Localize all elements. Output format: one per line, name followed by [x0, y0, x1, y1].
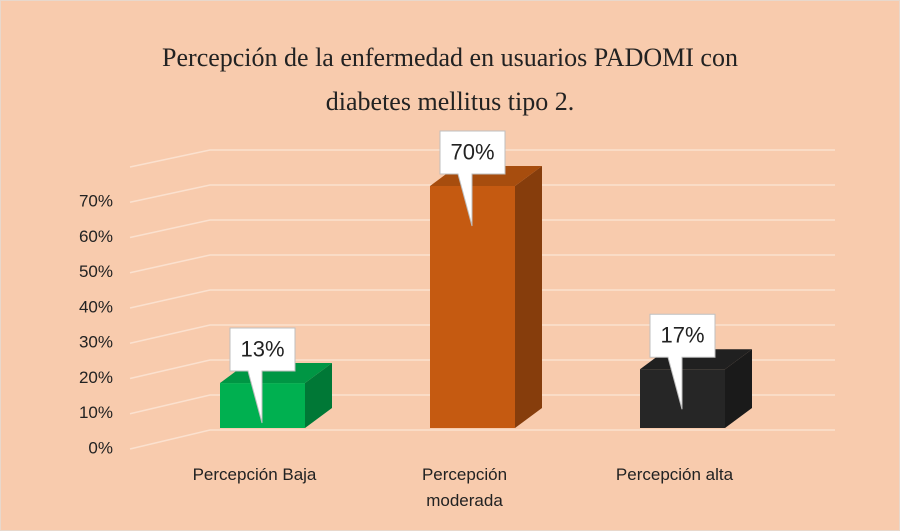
y-tick-label: 0% [88, 438, 113, 457]
grid-line [129, 429, 835, 450]
bar-side [515, 166, 542, 428]
bar [640, 349, 752, 428]
grid-line [129, 219, 835, 239]
bar [430, 166, 542, 428]
grid-line [129, 289, 835, 309]
data-label: 13% [240, 336, 284, 361]
data-label: 17% [660, 323, 704, 348]
y-tick-label: 50% [79, 262, 113, 281]
y-tick-label: 30% [79, 333, 113, 352]
chart-title: Percepción de la enfermedad en usuarios … [162, 43, 738, 116]
grid-line [129, 324, 835, 344]
bar [220, 363, 332, 428]
x-tick-label: Percepción Baja [192, 465, 317, 484]
x-tick-label: Percepción moderada [421, 465, 508, 510]
bar-front [430, 186, 515, 428]
x-tick-label: Percepción alta [615, 465, 734, 484]
data-label: 70% [450, 139, 494, 164]
y-tick-label: 70% [79, 192, 113, 211]
grid-line [129, 394, 835, 415]
y-tick-label: 60% [79, 227, 113, 246]
grid-line [129, 184, 835, 203]
callout [649, 313, 716, 410]
y-tick-label: 10% [79, 403, 113, 422]
grid-line [129, 359, 835, 380]
bar-side [725, 349, 752, 428]
y-tick-label: 40% [79, 297, 113, 316]
grid-line [129, 254, 835, 274]
callout [439, 130, 506, 227]
y-tick-label: 20% [79, 368, 113, 387]
bar-side [305, 363, 332, 428]
grid-line [129, 149, 835, 168]
callout [229, 327, 296, 424]
